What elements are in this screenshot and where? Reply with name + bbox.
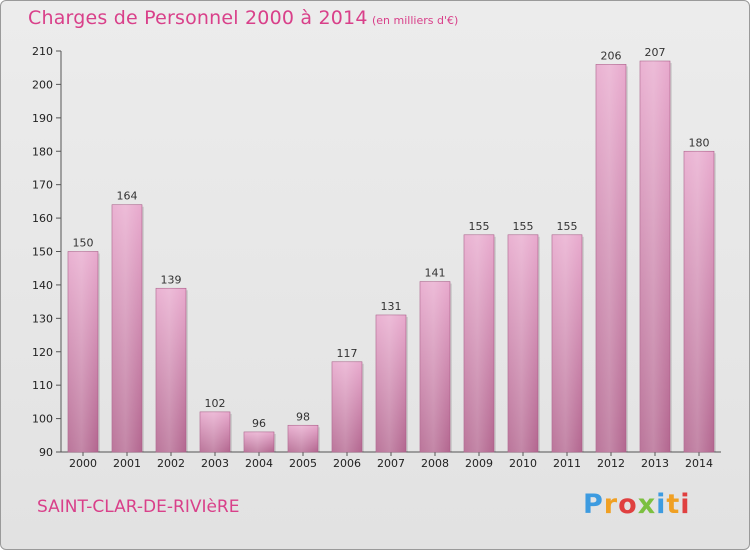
proxiti-logo[interactable]: Proxiti [583, 489, 691, 520]
bars [67, 60, 716, 453]
y-tick-label: 210 [32, 45, 53, 58]
y-tick-label: 90 [39, 446, 53, 459]
bar-highlight [332, 361, 362, 452]
x-tick-label: 2009 [465, 457, 493, 470]
bar-highlight [68, 251, 98, 452]
y-tick-label: 100 [32, 413, 53, 426]
y-tick-label: 130 [32, 312, 53, 325]
bar-highlight [684, 151, 714, 452]
bar-highlight [464, 234, 494, 452]
x-tick-label: 2005 [289, 457, 317, 470]
data-label: 98 [296, 410, 310, 423]
bar-highlight [112, 204, 142, 452]
x-tick-label: 2010 [509, 457, 537, 470]
x-tick-label: 2012 [597, 457, 625, 470]
y-tick-label: 120 [32, 346, 53, 359]
data-label: 139 [161, 273, 182, 286]
chart-title: Charges de Personnel 2000 à 2014 [28, 7, 368, 29]
data-label: 117 [337, 347, 358, 360]
x-tick-label: 2011 [553, 457, 581, 470]
bar-highlight [376, 314, 406, 452]
data-label: 155 [513, 220, 534, 233]
bar-highlight [200, 411, 230, 452]
data-label: 96 [252, 417, 266, 430]
data-label: 155 [469, 220, 490, 233]
data-label: 180 [689, 136, 710, 149]
x-tick-label: 2008 [421, 457, 449, 470]
data-label: 207 [645, 46, 666, 59]
data-label: 131 [381, 300, 402, 313]
y-tick-label: 160 [32, 212, 53, 225]
y-tick-label: 150 [32, 246, 53, 259]
data-label: 150 [73, 237, 94, 250]
x-tick-label: 2013 [641, 457, 669, 470]
bar-highlight [156, 288, 186, 452]
data-label: 155 [557, 220, 578, 233]
bar-highlight [552, 234, 582, 452]
y-tick-label: 180 [32, 145, 53, 158]
data-label: 141 [425, 267, 446, 280]
y-tick-label: 170 [32, 179, 53, 192]
data-label: 102 [205, 397, 226, 410]
x-tick-label: 2006 [333, 457, 361, 470]
bar-highlight [508, 234, 538, 452]
bar-highlight [244, 431, 274, 452]
x-tick-label: 2003 [201, 457, 229, 470]
x-tick-label: 2014 [685, 457, 713, 470]
bar-highlight [420, 281, 450, 452]
commune-name: SAINT-CLAR-DE-RIVIèRE [37, 497, 240, 517]
x-tick-label: 2002 [157, 457, 185, 470]
x-tick-label: 2001 [113, 457, 141, 470]
y-tick-label: 200 [32, 78, 53, 91]
labels: 150 164 139 102 96 98 117 131 141 155 155 155 206 207… [73, 46, 710, 430]
x-tick-label: 2007 [377, 457, 405, 470]
y-tick-label: 140 [32, 279, 53, 292]
bar-highlight [596, 64, 626, 452]
bar-highlight [288, 425, 318, 452]
chart-subtitle: (en milliers d'€) [372, 14, 459, 27]
x-tick-label: 2000 [69, 457, 97, 470]
bar-highlight [640, 61, 670, 453]
data-label: 164 [117, 190, 138, 203]
y-tick-label: 190 [32, 112, 53, 125]
data-label: 206 [601, 49, 622, 62]
y-tick-label: 110 [32, 379, 53, 392]
x-tick-label: 2004 [245, 457, 273, 470]
